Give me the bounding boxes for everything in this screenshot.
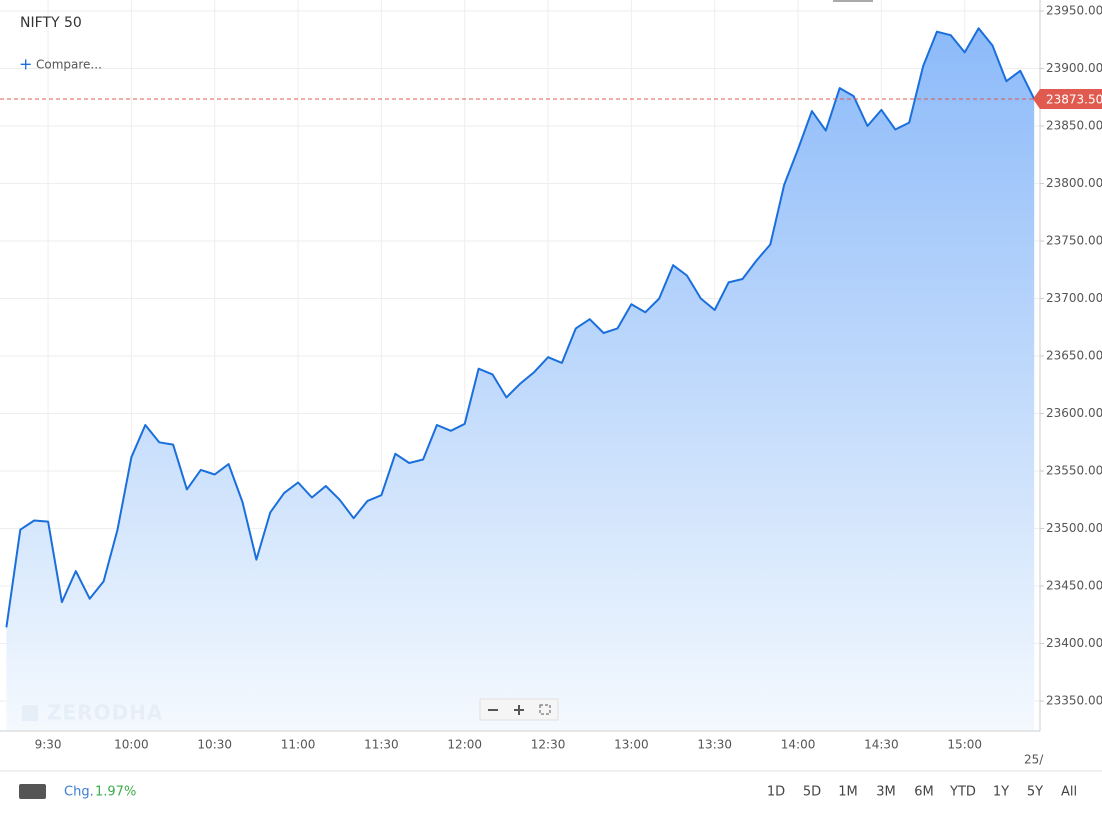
y-tick-label: 23950.00 bbox=[1046, 4, 1102, 18]
y-tick-label: 23450.00 bbox=[1046, 579, 1102, 593]
y-tick-label: 23550.00 bbox=[1046, 464, 1102, 478]
fullscreen[interactable] bbox=[539, 704, 551, 715]
y-tick-label: 23750.00 bbox=[1046, 234, 1102, 248]
keyboard-icon[interactable] bbox=[19, 784, 46, 799]
last-price-tag bbox=[1033, 89, 1102, 110]
date-label: 25/ bbox=[1024, 753, 1044, 767]
range-button[interactable]: 1Y bbox=[993, 785, 1009, 800]
x-tick-label: 12:00 bbox=[447, 738, 482, 752]
x-tick-label: 13:00 bbox=[614, 738, 649, 752]
plot bbox=[5, 27, 1036, 731]
area-fill bbox=[6, 28, 1035, 731]
x-tick-label: 11:30 bbox=[364, 738, 399, 752]
price-line bbox=[5, 27, 1036, 628]
watermark-logo bbox=[22, 705, 38, 721]
last-price-label: 23873.50 bbox=[1046, 93, 1102, 107]
y-tick-label: 23850.00 bbox=[1046, 119, 1102, 133]
y-tick-label: 23800.00 bbox=[1046, 176, 1102, 190]
range-button[interactable]: 1D bbox=[767, 785, 785, 800]
range-button[interactable]: 6M bbox=[914, 785, 934, 800]
range-buttons: 1D 5D 1M 3M 6M YTD 1Y 5Y All bbox=[767, 785, 1077, 800]
change-label: Chg. bbox=[64, 785, 94, 800]
y-tick-label: 23400.00 bbox=[1046, 636, 1102, 650]
x-tick-label: 9:30 bbox=[35, 738, 62, 752]
compare-button[interactable]: Compare... bbox=[36, 58, 102, 72]
y-tick-label: 23500.00 bbox=[1046, 521, 1102, 535]
watermark: ZERODHA bbox=[47, 701, 163, 725]
y-tick-label: 23650.00 bbox=[1046, 349, 1102, 363]
range-button[interactable]: YTD bbox=[949, 785, 976, 800]
x-tick-label: 14:30 bbox=[864, 738, 899, 752]
x-tick-label: 14:00 bbox=[781, 738, 816, 752]
range-button[interactable]: 5Y bbox=[1027, 785, 1043, 800]
x-tick-label: 13:30 bbox=[697, 738, 732, 752]
chart-title: NIFTY 50 bbox=[20, 15, 82, 31]
change-value: 1.97% bbox=[95, 785, 136, 800]
x-tick-label: 15:00 bbox=[947, 738, 982, 752]
axes: 23350.00 23400.00 23450.00 23500.00 23550.00… bbox=[35, 4, 1102, 752]
range-button[interactable]: 5D bbox=[803, 785, 821, 800]
range-button[interactable]: 1M bbox=[838, 785, 858, 800]
range-button[interactable]: All bbox=[1061, 785, 1077, 800]
x-tick-label: 12:30 bbox=[531, 738, 566, 752]
y-tick-label: 23900.00 bbox=[1046, 61, 1102, 75]
x-tick-label: 11:00 bbox=[281, 738, 316, 752]
x-tick-label: 10:30 bbox=[197, 738, 232, 752]
y-tick-label: 23700.00 bbox=[1046, 291, 1102, 305]
zoom-controls bbox=[479, 698, 559, 721]
range-button[interactable]: 3M bbox=[876, 785, 896, 800]
scroll-indicator bbox=[833, 0, 873, 2]
x-tick-label: 10:00 bbox=[114, 738, 149, 752]
compare-icon[interactable]: + bbox=[19, 55, 32, 74]
y-tick-label: 23600.00 bbox=[1046, 406, 1102, 420]
y-tick-label: 23350.00 bbox=[1046, 694, 1102, 708]
